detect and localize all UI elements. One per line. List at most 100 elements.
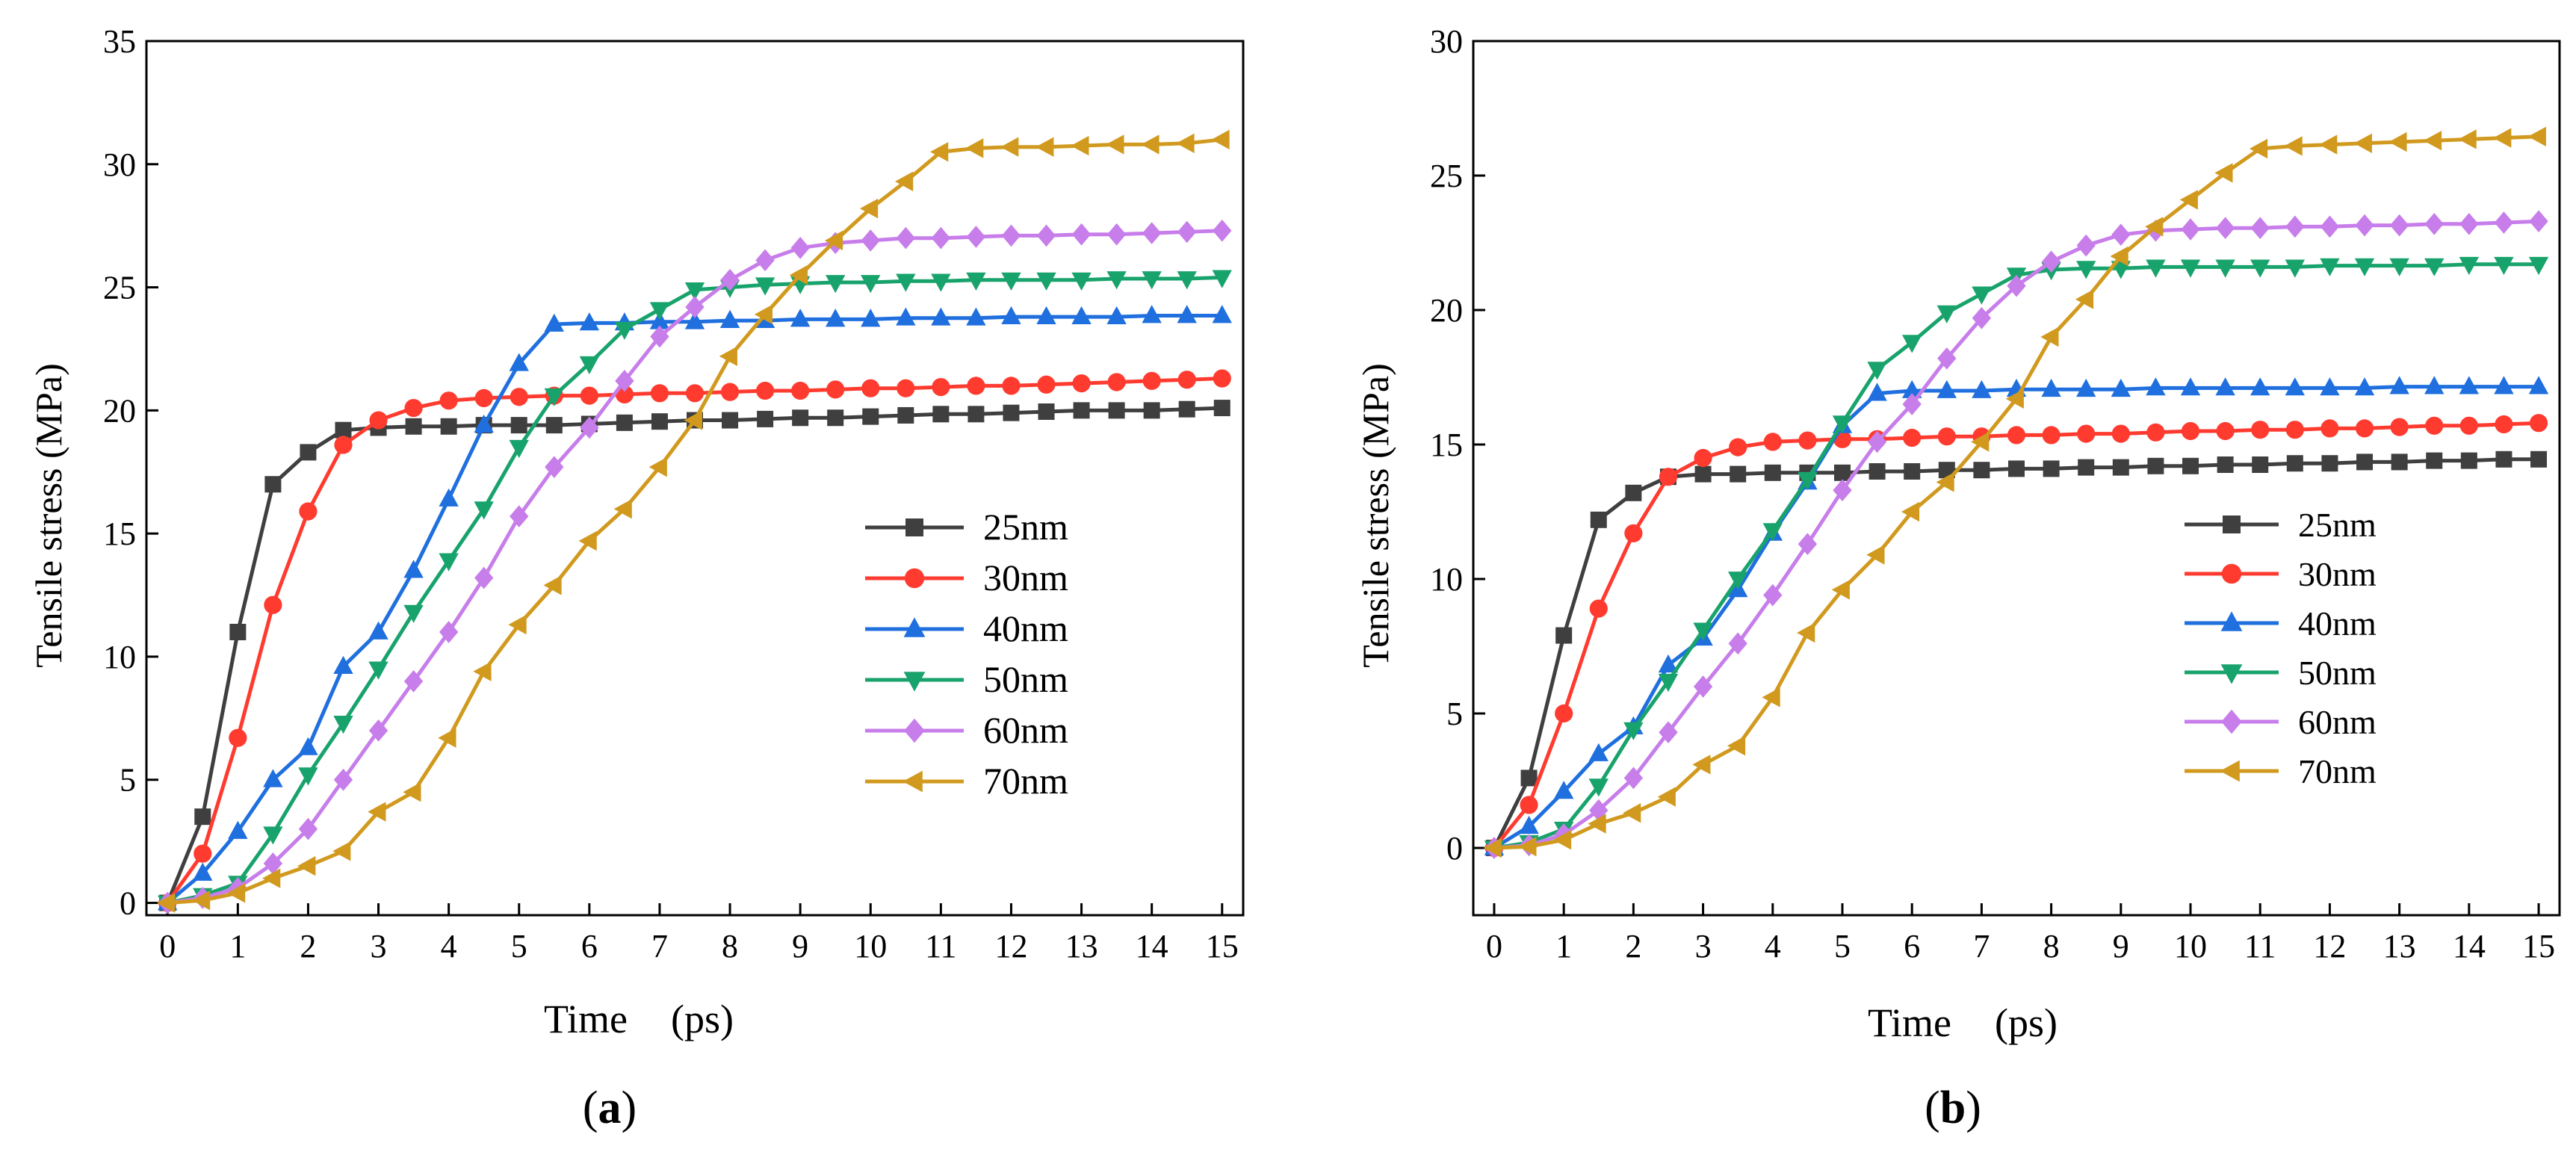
data-point-70nm bbox=[895, 171, 914, 192]
data-point-40nm bbox=[896, 307, 916, 326]
data-point-30nm bbox=[1937, 427, 1956, 446]
data-point-50nm bbox=[1588, 778, 1609, 797]
data-point-25nm bbox=[2321, 455, 2338, 472]
data-point-70nm bbox=[2458, 129, 2477, 149]
data-point-70nm bbox=[191, 891, 211, 911]
data-point-70nm bbox=[403, 782, 421, 802]
data-point-30nm bbox=[685, 384, 705, 403]
data-point-30nm bbox=[474, 388, 493, 407]
data-point-60nm bbox=[2181, 218, 2200, 241]
data-point-30nm bbox=[1177, 371, 1196, 389]
x-tick-label: 5 bbox=[511, 928, 527, 965]
data-point-50nm bbox=[1901, 335, 1922, 353]
data-point-70nm bbox=[578, 530, 597, 551]
data-point-60nm bbox=[2494, 211, 2514, 234]
data-point-30nm bbox=[897, 379, 915, 397]
x-tick-label: 6 bbox=[581, 928, 598, 965]
data-point-70nm bbox=[1623, 803, 1641, 823]
data-point-40nm bbox=[1142, 305, 1162, 323]
data-point-25nm bbox=[1143, 402, 1160, 419]
data-point-50nm bbox=[1658, 673, 1679, 693]
data-point-60nm bbox=[2529, 210, 2548, 233]
x-tick-label: 7 bbox=[1973, 928, 1990, 965]
data-point-40nm bbox=[2459, 376, 2480, 394]
data-point-70nm bbox=[2423, 131, 2442, 151]
data-point-40nm bbox=[1588, 743, 1609, 761]
data-point-50nm bbox=[368, 661, 388, 680]
data-point-40nm bbox=[1867, 383, 1887, 401]
data-point-25nm bbox=[2286, 455, 2303, 472]
data-point-25nm bbox=[2043, 460, 2060, 477]
data-point-50nm bbox=[439, 553, 459, 572]
data-point-30nm bbox=[1763, 433, 1782, 451]
data-point-40nm bbox=[263, 769, 283, 787]
legend-label: 50nm bbox=[983, 658, 1068, 700]
data-point-25nm bbox=[2112, 459, 2129, 476]
data-point-25nm bbox=[2530, 450, 2548, 468]
x-tick-label: 15 bbox=[1206, 928, 1239, 965]
legend-label: 40nm bbox=[983, 607, 1068, 649]
data-point-30nm bbox=[2529, 414, 2548, 433]
data-point-60nm bbox=[1902, 393, 1922, 415]
data-point-30nm bbox=[369, 411, 388, 430]
data-point-60nm bbox=[1937, 347, 1957, 370]
data-point-70nm bbox=[1000, 137, 1019, 157]
y-tick-label: 10 bbox=[103, 639, 136, 675]
data-point-50nm bbox=[1623, 722, 1644, 740]
data-point-50nm bbox=[896, 273, 916, 292]
data-point-60nm bbox=[2285, 215, 2305, 238]
data-point-60nm bbox=[439, 621, 459, 643]
legend-marker-40nm bbox=[903, 617, 926, 637]
data-point-25nm bbox=[1590, 511, 1607, 528]
x-tick-label: 14 bbox=[2453, 928, 2486, 965]
data-point-70nm bbox=[2249, 138, 2268, 159]
data-point-70nm bbox=[1657, 787, 1676, 807]
data-point-60nm bbox=[720, 268, 740, 291]
data-point-60nm bbox=[1728, 632, 1747, 655]
x-tick-label: 4 bbox=[441, 928, 457, 965]
data-point-60nm bbox=[1867, 430, 1887, 453]
data-point-30nm bbox=[2459, 416, 2478, 435]
data-point-70nm bbox=[2214, 163, 2233, 183]
data-point-25nm bbox=[2182, 457, 2199, 474]
x-axis-title-a: Time bbox=[544, 997, 628, 1041]
data-point-40nm bbox=[1658, 654, 1679, 673]
data-point-30nm bbox=[756, 381, 775, 400]
data-point-50nm bbox=[1832, 415, 1853, 434]
data-point-70nm bbox=[859, 198, 879, 219]
data-point-30nm bbox=[1555, 704, 1573, 723]
data-point-70nm bbox=[2145, 217, 2164, 237]
data-point-25nm bbox=[1108, 402, 1125, 419]
data-point-60nm bbox=[2041, 250, 2061, 273]
data-point-25nm bbox=[1520, 770, 1538, 787]
y-tick-label: 15 bbox=[1430, 427, 1463, 463]
data-point-25nm bbox=[1213, 400, 1230, 417]
y-tick-label: 20 bbox=[103, 392, 136, 429]
data-point-50nm bbox=[755, 277, 775, 296]
data-point-60nm bbox=[685, 296, 705, 318]
y-tick-label: 25 bbox=[103, 270, 136, 306]
data-point-30nm bbox=[2007, 426, 2026, 445]
data-point-40nm bbox=[1901, 380, 1922, 398]
data-point-60nm bbox=[2355, 214, 2374, 237]
panel-label-a: (a) bbox=[583, 1083, 637, 1133]
data-point-30nm bbox=[1589, 599, 1608, 618]
data-point-50nm bbox=[1762, 523, 1783, 542]
data-point-25nm bbox=[2147, 457, 2164, 474]
data-point-25nm bbox=[897, 406, 914, 424]
data-point-70nm bbox=[613, 498, 632, 519]
data-point-25nm bbox=[1833, 464, 1851, 481]
data-point-25nm bbox=[1003, 404, 1020, 421]
legend-item-50nm: 50nm bbox=[865, 658, 1068, 700]
legend-marker-60nm bbox=[2221, 709, 2242, 734]
legend-marker-70nm bbox=[902, 770, 923, 793]
x-axis-title-b: Time bbox=[1868, 1000, 1951, 1045]
data-point-70nm bbox=[2319, 134, 2338, 155]
y-tick-label: 30 bbox=[103, 146, 136, 183]
data-point-40nm bbox=[2111, 378, 2131, 397]
data-point-30nm bbox=[2042, 426, 2061, 445]
data-point-30nm bbox=[2320, 419, 2339, 438]
data-point-40nm bbox=[368, 621, 388, 640]
data-point-60nm bbox=[1142, 222, 1162, 244]
data-point-70nm bbox=[2527, 126, 2546, 146]
